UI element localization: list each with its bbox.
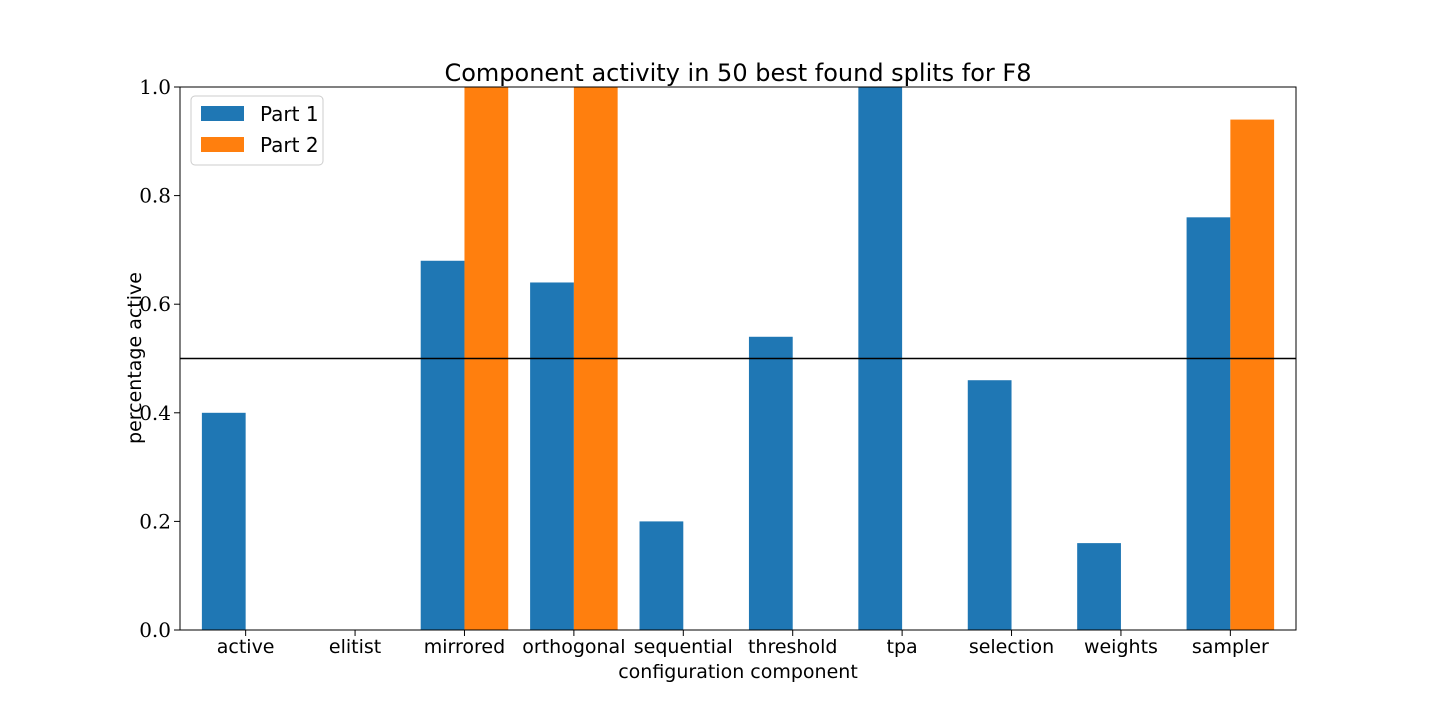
y-tick-label: 0.2 xyxy=(139,509,171,533)
x-tick-label: selection xyxy=(969,636,1054,658)
legend-label: Part 1 xyxy=(260,102,319,126)
bar-1-sequential xyxy=(639,521,684,630)
x-tick-label: active xyxy=(217,636,275,658)
y-tick-label: 0.8 xyxy=(139,184,171,208)
x-tick-label: orthogonal xyxy=(522,636,625,658)
x-axis-label: configuration component xyxy=(618,661,858,683)
y-axis-label: percentage active xyxy=(124,272,146,444)
y-tick-label: 1.0 xyxy=(139,75,171,99)
bar-1-selection xyxy=(967,380,1012,630)
chart-title: Component activity in 50 best found spli… xyxy=(444,59,1031,87)
x-tick-label: threshold xyxy=(748,636,837,658)
plot-area-frame xyxy=(179,86,1297,631)
x-tick-label: weights xyxy=(1084,636,1158,658)
legend-swatch xyxy=(201,137,244,152)
bar-2-sampler xyxy=(1230,119,1275,630)
y-tick-label: 0.4 xyxy=(139,401,171,425)
x-tick-label: mirrored xyxy=(424,636,505,658)
bar-1-mirrored xyxy=(420,260,465,630)
x-tick-label: sampler xyxy=(1192,636,1269,658)
legend: Part 1 Part 2 xyxy=(190,95,324,166)
bar-1-threshold xyxy=(748,336,793,630)
legend-label: Part 2 xyxy=(260,133,319,157)
x-tick-label: elitist xyxy=(329,636,381,658)
bar-1-orthogonal xyxy=(530,282,574,630)
bar-1-active xyxy=(201,412,246,630)
y-tick-label: 0.0 xyxy=(139,618,171,642)
x-tick-label: sequential xyxy=(634,636,733,658)
y-axis: 0.0 0.2 0.4 0.6 0.8 1.0 xyxy=(139,75,180,642)
bar-1-weights xyxy=(1077,543,1121,630)
legend-swatch xyxy=(201,106,244,121)
bar-1-sampler xyxy=(1186,217,1231,630)
x-tick-label: tpa xyxy=(887,636,918,658)
x-axis: active elitist mirrored orthogonal sequentia… xyxy=(217,630,1269,658)
y-tick-label: 0.6 xyxy=(139,292,171,316)
